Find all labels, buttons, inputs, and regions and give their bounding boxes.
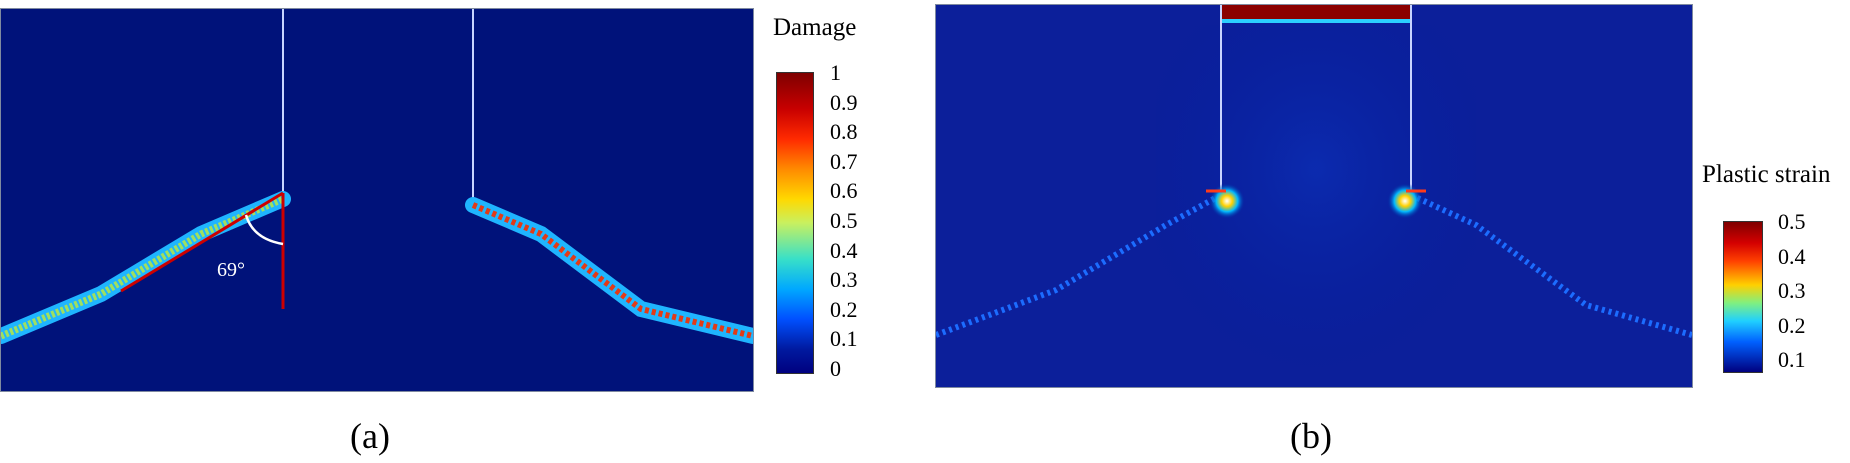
damage-colorbar-tick: 0.9 [830, 89, 858, 115]
loading-plate-edge [1221, 19, 1411, 23]
plastic-strain-image [936, 5, 1692, 387]
damage-colorbar [776, 72, 814, 374]
plastic-strain-colorbar-tick: 0.1 [1778, 347, 1806, 372]
strain-glow [1156, 25, 1476, 385]
damage-colorbar-title: Damage [773, 14, 857, 41]
damage-colorbar-tick: 0.5 [830, 208, 858, 233]
loading-plate [1221, 5, 1411, 21]
damage-colorbar-tick: 0.8 [830, 119, 858, 145]
damage-field-image [1, 9, 753, 391]
right-shear-band [471, 202, 753, 339]
plastic-strain-colorbar-tick: 0.5 [1778, 209, 1806, 234]
plastic-strain-colorbar-title: Plastic strain [1702, 161, 1831, 188]
plastic-strain-colorbar-tick: 0.3 [1778, 278, 1806, 303]
caption-a: (a) [350, 416, 390, 456]
damage-colorbar-tick: 0.2 [830, 296, 858, 322]
damage-colorbar-tick: 1 [830, 60, 841, 85]
damage-colorbar-tick: 0.4 [830, 237, 858, 263]
right-strain-band [1409, 192, 1692, 338]
damage-colorbar-tick: 0.1 [830, 326, 858, 352]
damage-background [1, 9, 753, 391]
left-strain-band [936, 192, 1223, 338]
plastic-strain-colorbar-tick: 0.4 [1778, 243, 1806, 269]
angle-arc [244, 214, 284, 246]
plastic-strain-colorbar-tick: 0.2 [1778, 312, 1806, 338]
caption-b: (b) [1290, 416, 1332, 456]
damage-colorbar-tick: 0.7 [830, 148, 858, 174]
left-corner-hotspot [1209, 183, 1245, 219]
plastic-strain-colorbar [1723, 221, 1763, 373]
band-direction-line [120, 191, 284, 293]
damage-colorbar-tick: 0.3 [830, 267, 858, 293]
left-shear-band [1, 195, 285, 340]
angle-label: 69° [217, 259, 245, 281]
right-corner-hotspot [1387, 183, 1423, 219]
damage-field-panel: 69° [0, 8, 754, 392]
plastic-strain-panel [935, 4, 1693, 388]
damage-colorbar-tick: 0 [830, 356, 841, 381]
damage-colorbar-tick: 0.6 [830, 178, 858, 204]
